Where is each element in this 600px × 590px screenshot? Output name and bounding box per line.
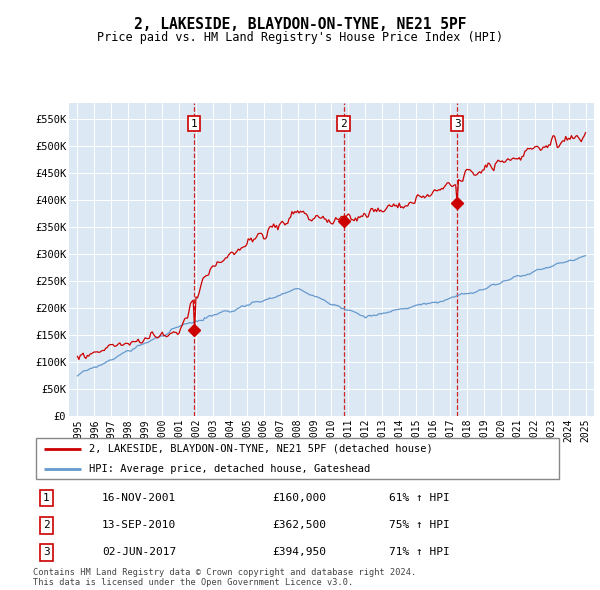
Text: 02-JUN-2017: 02-JUN-2017	[102, 548, 176, 558]
Text: 16-NOV-2001: 16-NOV-2001	[102, 493, 176, 503]
Text: 3: 3	[43, 548, 50, 558]
Text: £362,500: £362,500	[272, 520, 326, 530]
Text: 2: 2	[43, 520, 50, 530]
Text: £160,000: £160,000	[272, 493, 326, 503]
Text: £394,950: £394,950	[272, 548, 326, 558]
Text: 1: 1	[191, 119, 197, 129]
Text: 61% ↑ HPI: 61% ↑ HPI	[389, 493, 449, 503]
Text: Price paid vs. HM Land Registry's House Price Index (HPI): Price paid vs. HM Land Registry's House …	[97, 31, 503, 44]
Text: HPI: Average price, detached house, Gateshead: HPI: Average price, detached house, Gate…	[89, 464, 370, 474]
FancyBboxPatch shape	[35, 438, 559, 479]
Text: 3: 3	[454, 119, 461, 129]
Text: 1: 1	[43, 493, 50, 503]
Text: Contains HM Land Registry data © Crown copyright and database right 2024.
This d: Contains HM Land Registry data © Crown c…	[33, 568, 416, 587]
Text: 13-SEP-2010: 13-SEP-2010	[102, 520, 176, 530]
Text: 2: 2	[340, 119, 347, 129]
Text: 2, LAKESIDE, BLAYDON-ON-TYNE, NE21 5PF: 2, LAKESIDE, BLAYDON-ON-TYNE, NE21 5PF	[134, 17, 466, 31]
Text: 75% ↑ HPI: 75% ↑ HPI	[389, 520, 449, 530]
Text: 71% ↑ HPI: 71% ↑ HPI	[389, 548, 449, 558]
Text: 2, LAKESIDE, BLAYDON-ON-TYNE, NE21 5PF (detached house): 2, LAKESIDE, BLAYDON-ON-TYNE, NE21 5PF (…	[89, 444, 433, 454]
